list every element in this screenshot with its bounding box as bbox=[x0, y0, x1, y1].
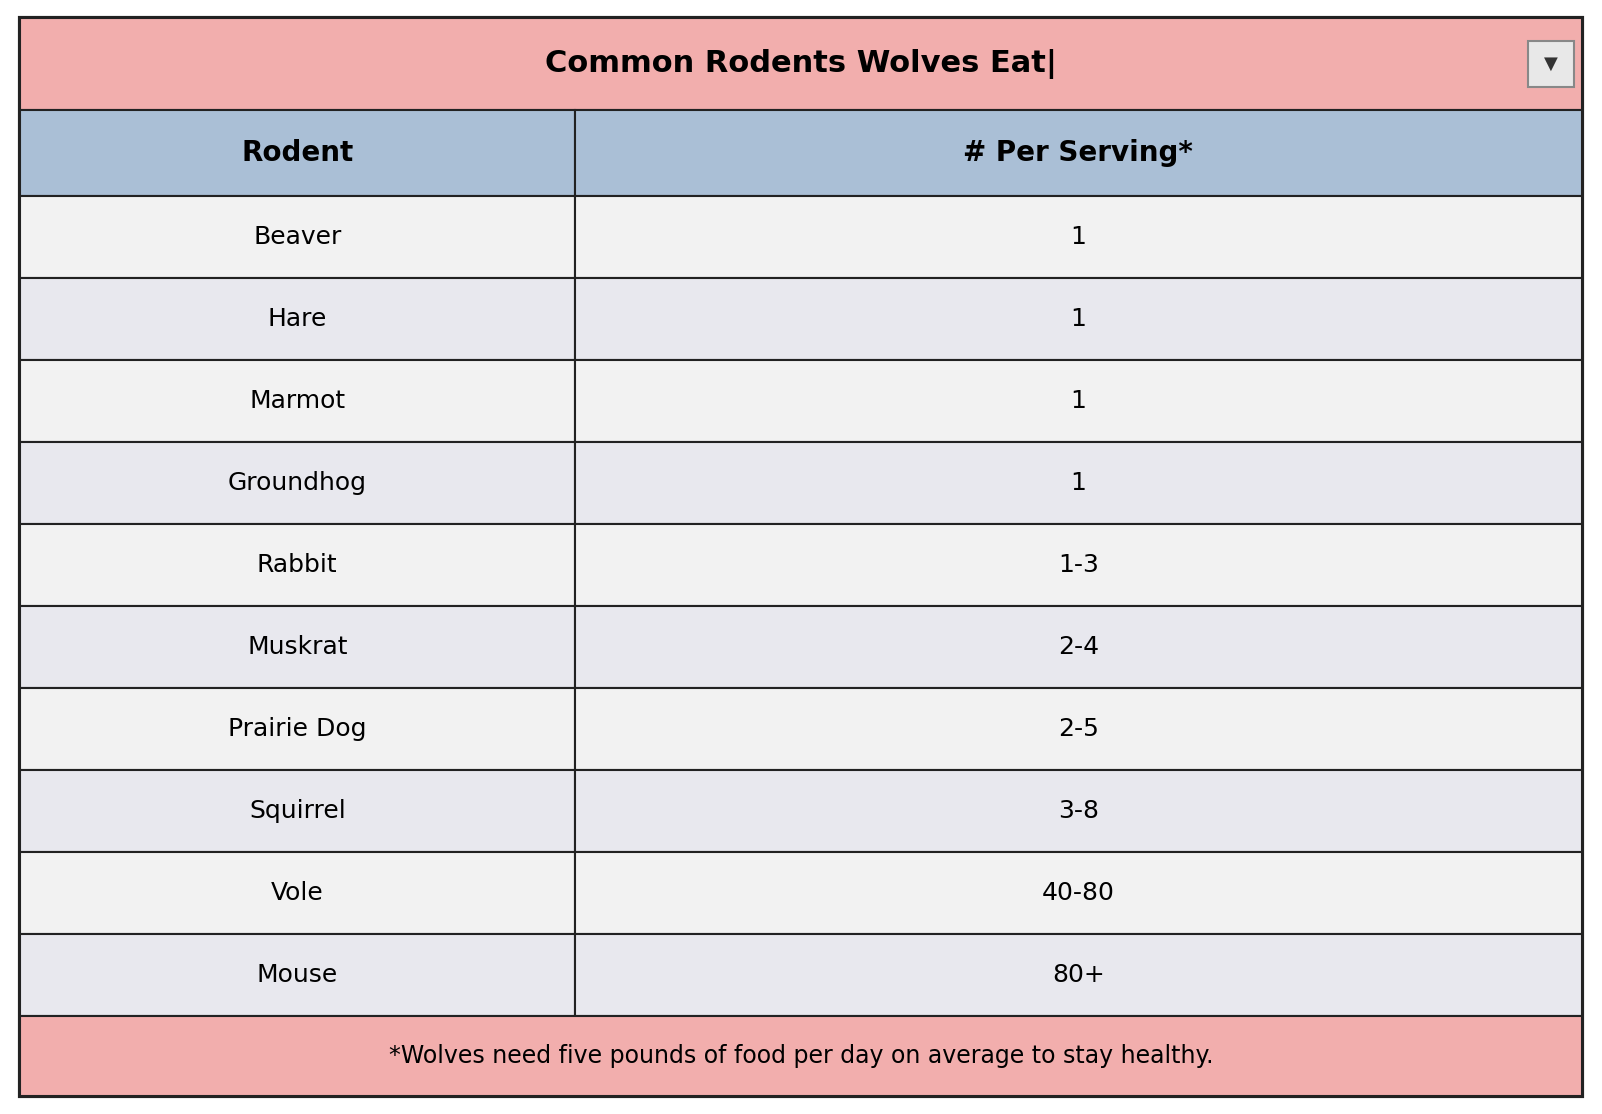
Text: 1-3: 1-3 bbox=[1057, 553, 1099, 577]
Text: 1: 1 bbox=[1070, 389, 1086, 413]
Bar bbox=[575, 360, 1583, 442]
Text: Muskrat: Muskrat bbox=[247, 635, 348, 659]
Text: Rodent: Rodent bbox=[242, 139, 354, 167]
Text: 80+: 80+ bbox=[1053, 962, 1105, 987]
Bar bbox=[19, 196, 575, 278]
Bar bbox=[19, 770, 575, 852]
Text: 1: 1 bbox=[1070, 225, 1086, 250]
Text: *Wolves need five pounds of food per day on average to stay healthy.: *Wolves need five pounds of food per day… bbox=[389, 1044, 1213, 1068]
Bar bbox=[575, 442, 1583, 524]
Text: Squirrel: Squirrel bbox=[248, 799, 346, 823]
Text: Marmot: Marmot bbox=[250, 389, 346, 413]
Bar bbox=[19, 1016, 1583, 1096]
Text: ▼: ▼ bbox=[1544, 55, 1557, 74]
Text: Common Rodents Wolves Eat|: Common Rodents Wolves Eat| bbox=[545, 49, 1057, 79]
Bar bbox=[575, 852, 1583, 934]
Text: 1: 1 bbox=[1070, 471, 1086, 495]
Text: 1: 1 bbox=[1070, 307, 1086, 331]
Text: 2-5: 2-5 bbox=[1057, 717, 1099, 741]
Text: Groundhog: Groundhog bbox=[227, 471, 367, 495]
Bar bbox=[575, 278, 1583, 360]
Bar bbox=[19, 934, 575, 1016]
Bar bbox=[575, 770, 1583, 852]
Bar bbox=[19, 852, 575, 934]
Bar bbox=[575, 196, 1583, 278]
Text: Rabbit: Rabbit bbox=[256, 553, 338, 577]
Bar bbox=[575, 524, 1583, 606]
Bar bbox=[19, 606, 575, 688]
Bar bbox=[19, 442, 575, 524]
Bar bbox=[19, 18, 1583, 110]
Bar bbox=[575, 688, 1583, 770]
Bar bbox=[19, 278, 575, 360]
Bar bbox=[19, 524, 575, 606]
Text: # Per Serving*: # Per Serving* bbox=[963, 139, 1193, 167]
Bar bbox=[19, 360, 575, 442]
Text: Hare: Hare bbox=[268, 307, 327, 331]
Text: 3-8: 3-8 bbox=[1057, 799, 1099, 823]
Text: Mouse: Mouse bbox=[256, 962, 338, 987]
Bar bbox=[575, 110, 1583, 196]
Bar bbox=[575, 606, 1583, 688]
Text: 40-80: 40-80 bbox=[1041, 881, 1115, 905]
Text: Vole: Vole bbox=[271, 881, 324, 905]
Bar bbox=[19, 688, 575, 770]
Text: Beaver: Beaver bbox=[253, 225, 341, 250]
Bar bbox=[1528, 41, 1575, 87]
Text: 2-4: 2-4 bbox=[1057, 635, 1099, 659]
Bar bbox=[19, 110, 575, 196]
Bar bbox=[575, 934, 1583, 1016]
Text: Prairie Dog: Prairie Dog bbox=[227, 717, 367, 741]
